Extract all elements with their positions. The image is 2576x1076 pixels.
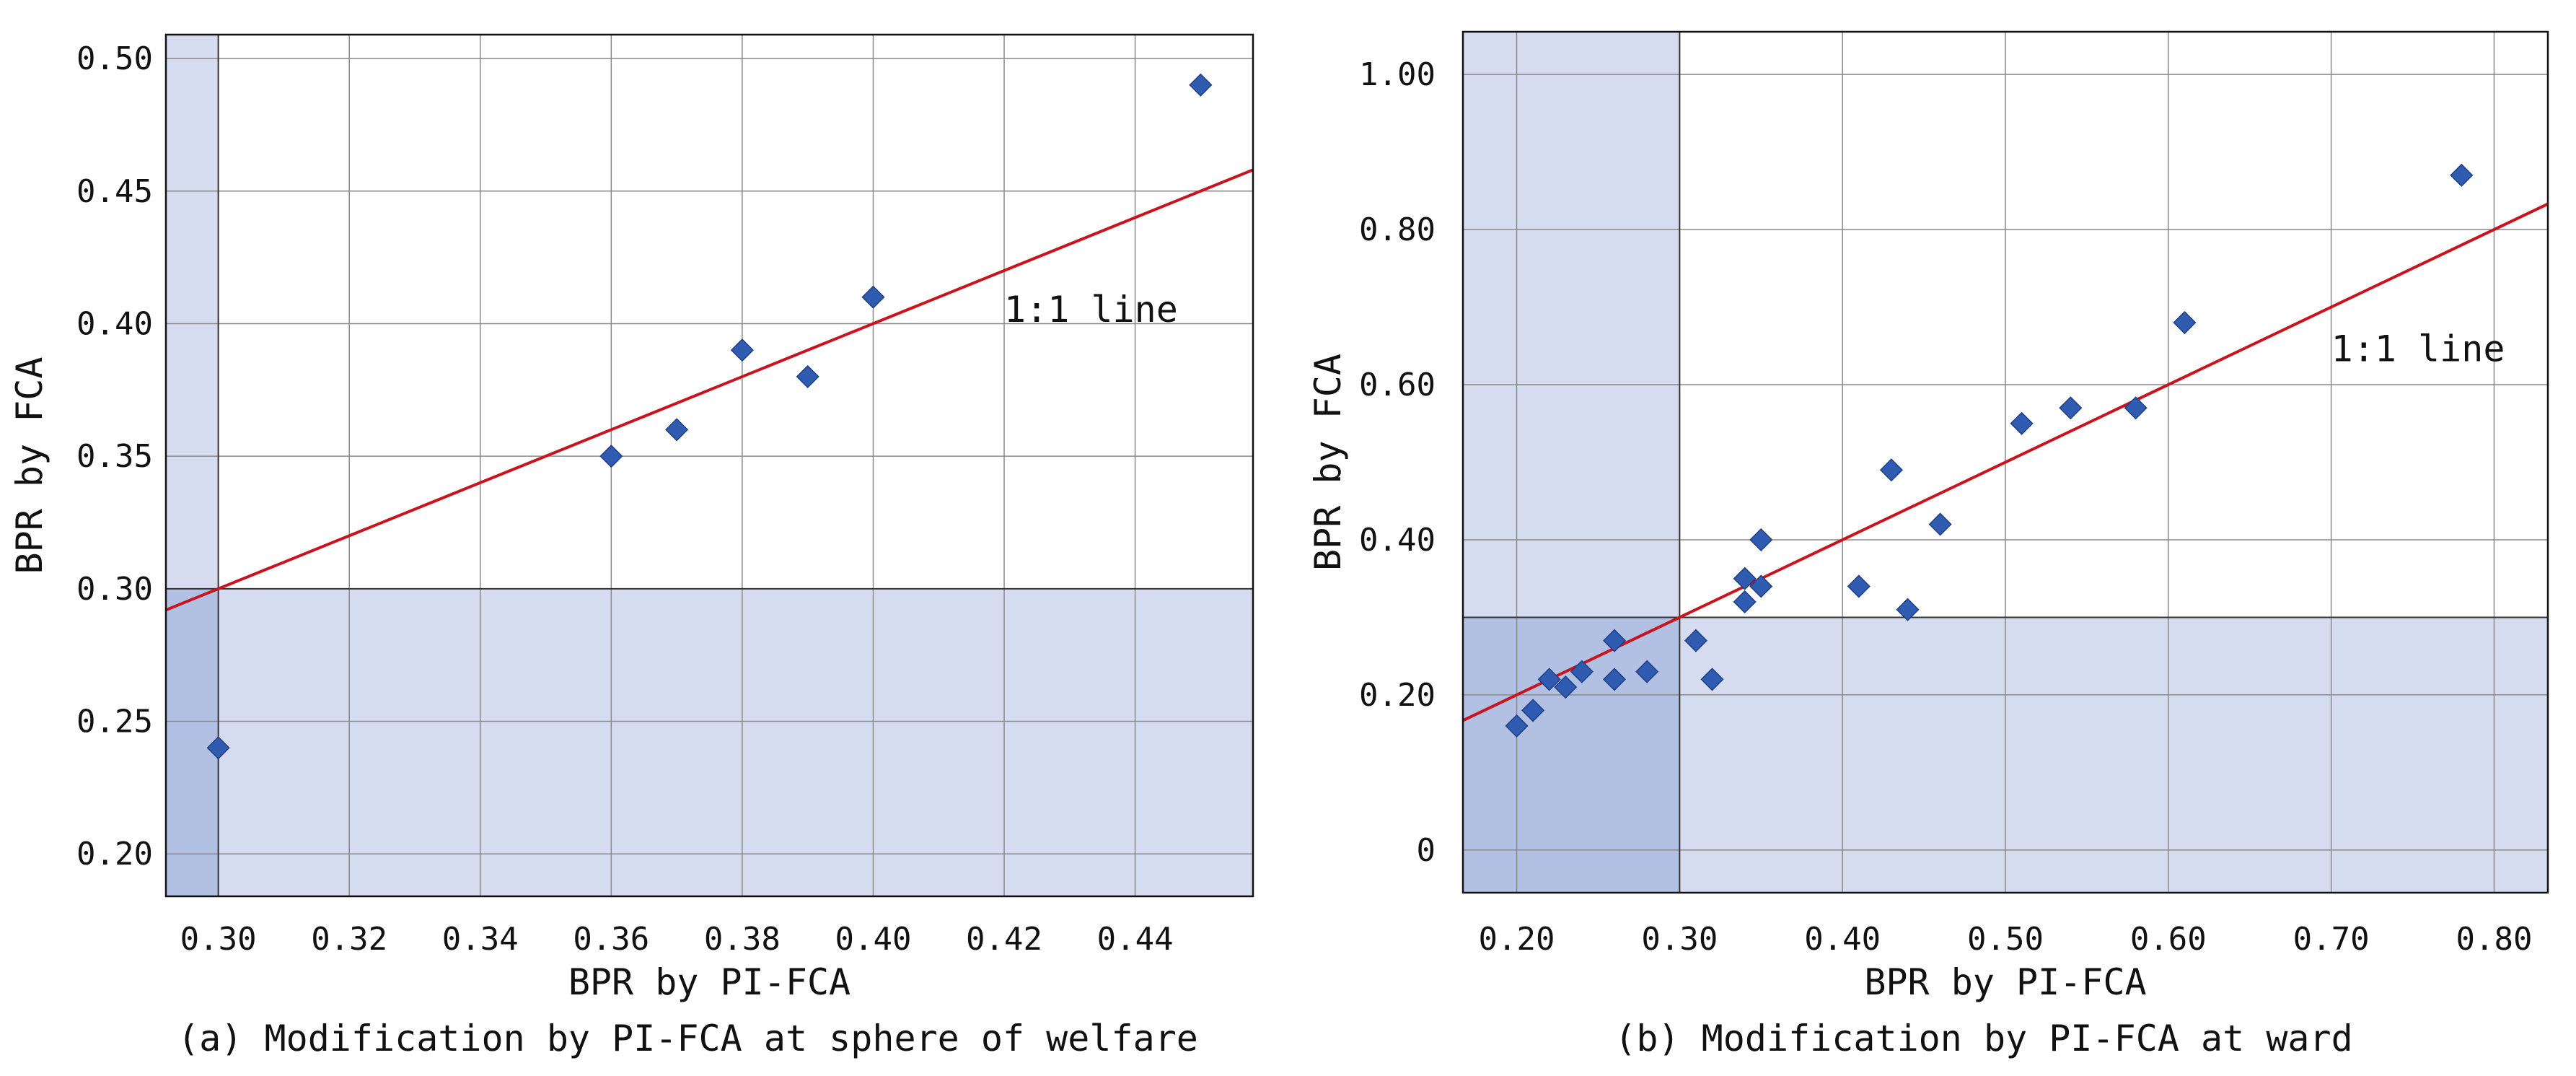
data-point [1570,660,1593,683]
y-tick-label: 0 [1417,832,1436,869]
y-tick-label: 0.35 [76,438,153,475]
data-point [1521,699,1545,722]
data-point [1847,574,1871,598]
data-point [2124,396,2148,420]
y-tick-label: 0.45 [76,173,153,210]
x-tick-label: 0.42 [966,921,1042,958]
y-tick-label: 0.40 [76,305,153,342]
x-tick-label: 0.44 [1097,921,1174,958]
y-tick-label: 0.20 [1359,677,1436,714]
y-tick-label: 0.40 [1359,522,1436,559]
y-tick-label: 0.50 [76,40,153,77]
x-tick-label: 0.60 [2130,921,2207,958]
x-tick-label: 0.30 [180,921,257,958]
y-tick-label: 0.20 [76,836,153,872]
reference-line-1-1 [166,168,1253,612]
y-tick-label: 0.80 [1359,211,1436,248]
data-point [1537,668,1561,691]
data-point [206,736,230,760]
panel-a: 1:1 line 0.30 0.32 0.34 0.36 0.38 0.40 0.42 0.44… [9,33,1254,1059]
x-tick-label: 0.36 [573,921,649,958]
reference-line-label: 1:1 line [2331,328,2505,370]
data-point [1733,567,1757,590]
data-point [2450,163,2474,187]
x-tick-label: 0.32 [311,921,387,958]
data-point [1928,512,1952,536]
data-point [730,338,754,362]
data-point [1749,574,1773,598]
y-tick-label: 0.30 [76,571,153,608]
data-point [1896,598,1920,621]
data-point [599,445,623,468]
shade-both-below-threshold [1463,617,1680,893]
data-point [1554,675,1578,699]
reference-line-label: 1:1 line [1004,289,1178,331]
panel-b: 1:1 line 0.20 0.30 0.40 0.50 0.60 0.70 0.80 0 0.2… [1307,30,2549,1059]
data-point [1602,668,1627,691]
x-tick-label: 0.80 [2456,921,2532,958]
y-axis-title: BPR by FCA [9,357,50,574]
x-tick-label: 0.30 [1641,921,1718,958]
data-point [1635,660,1659,683]
data-point [1733,590,1757,614]
x-tick-label: 0.70 [2293,921,2370,958]
x-tick-label: 0.38 [704,921,781,958]
x-axis-title: BPR by PI-FCA [1864,961,2146,1003]
data-point [2010,411,2034,435]
y-tick-label: 0.25 [76,704,153,740]
y-axis-title: BPR by FCA [1307,354,1349,571]
data-point [1879,458,1903,482]
y-tick-label: 0.60 [1359,367,1436,403]
data-point [1505,714,1529,738]
data-point [1684,629,1707,652]
plot-frame [1461,30,2549,894]
data-point [796,364,819,388]
data-point [2059,396,2083,420]
shade-both-below-threshold [166,588,219,896]
shade-y-below-threshold [166,588,1253,896]
panel-caption: (b) Modification by PI-FCA at ward [1614,1018,2353,1059]
x-tick-label: 0.40 [1804,921,1881,958]
x-tick-label: 0.50 [1967,921,2044,958]
data-point [2173,310,2197,335]
panel-caption: (a) Modification by PI-FCA at sphere of … [177,1018,1198,1059]
x-axis-title: BPR by PI-FCA [568,961,850,1003]
x-tick-label: 0.20 [1479,921,1555,958]
data-point [665,418,689,442]
data-point [861,285,885,309]
plot-frame [164,33,1254,898]
x-tick-label: 0.40 [835,921,911,958]
data-point [1700,668,1724,691]
y-tick-label: 1.00 [1359,56,1436,93]
data-point [1602,629,1627,652]
data-point [1749,528,1773,552]
reference-line-1-1 [1463,202,2548,722]
data-point [1189,73,1213,97]
x-tick-label: 0.34 [442,921,519,958]
